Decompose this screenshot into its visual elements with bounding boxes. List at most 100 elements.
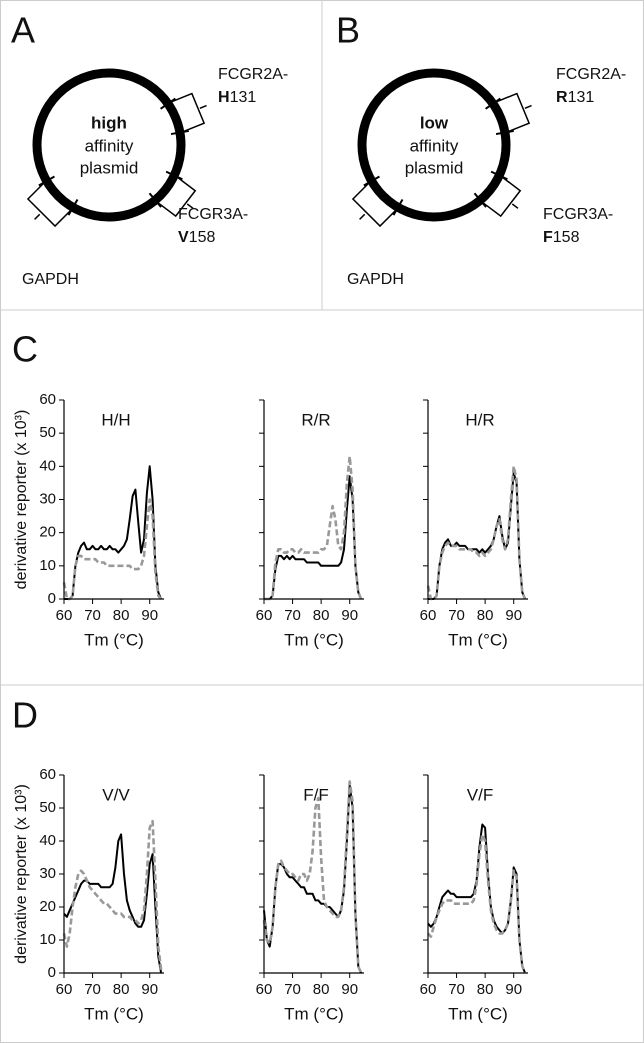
- series-line: [64, 465, 163, 600]
- series-line: [262, 780, 363, 974]
- y-tick-label: 60: [39, 766, 56, 783]
- y-tick-label: 0: [48, 964, 56, 981]
- y-tick-label: 10: [39, 557, 56, 574]
- x-axis-label: Tm (°C): [84, 630, 144, 649]
- plasmid-text: affinity: [410, 136, 459, 155]
- marker-tick: [165, 170, 183, 181]
- x-tick-label: 60: [256, 981, 273, 998]
- chart-title: R/R: [301, 410, 330, 429]
- panel-label: C: [12, 329, 38, 370]
- bracket: [481, 175, 522, 218]
- x-tick-label: 60: [420, 607, 437, 624]
- allele: F: [543, 229, 553, 246]
- y-tick-label: 0: [48, 590, 56, 607]
- x-tick-label: 70: [84, 981, 101, 998]
- codon: 131: [230, 89, 257, 106]
- panel-label: A: [11, 10, 35, 51]
- y-tick-label: 60: [39, 391, 56, 408]
- x-tick-label: 80: [477, 607, 494, 624]
- x-tick-label: 60: [56, 607, 73, 624]
- series-line: [264, 475, 363, 600]
- y-tick-label: 20: [39, 524, 56, 541]
- series-line: [427, 833, 527, 974]
- plasmid-text: plasmid: [80, 158, 139, 177]
- x-axis-label: Tm (°C): [284, 1004, 344, 1023]
- y-tick-label: 40: [39, 457, 56, 474]
- x-axis-label: Tm (°C): [448, 630, 508, 649]
- marker-tick: [170, 129, 189, 136]
- x-tick-label: 90: [141, 607, 158, 624]
- y-axis-label: derivative reporter (x 10³): [13, 784, 30, 964]
- gene-name: FCGR3A-: [178, 206, 248, 223]
- x-tick-label: 90: [341, 607, 358, 624]
- x-tick-label: 90: [505, 607, 522, 624]
- x-axis-label: Tm (°C): [84, 1004, 144, 1023]
- gene-name: FCGR3A-: [543, 206, 613, 223]
- affinity-level: low: [420, 113, 449, 132]
- y-tick-label: 10: [39, 931, 56, 948]
- x-tick-label: 70: [284, 607, 301, 624]
- x-tick-label: 80: [113, 607, 130, 624]
- x-tick-label: 70: [448, 607, 465, 624]
- panel-label: D: [12, 695, 38, 736]
- marker-tick: [160, 97, 176, 110]
- allele: V: [178, 229, 189, 246]
- series-line: [426, 465, 527, 601]
- codon: 158: [189, 229, 216, 246]
- bracket: [26, 181, 73, 228]
- bracket: [494, 92, 532, 133]
- x-tick-label: 80: [313, 607, 330, 624]
- marker-tick: [148, 192, 162, 208]
- series-line: [62, 819, 163, 970]
- y-tick-label: 50: [39, 799, 56, 816]
- marker-tick: [363, 175, 380, 187]
- panel-label: B: [336, 10, 360, 51]
- marker-tick: [392, 199, 404, 216]
- x-tick-label: 60: [420, 981, 437, 998]
- chart-title: F/F: [303, 785, 329, 804]
- gene-variant: R131: [556, 89, 594, 106]
- x-axis-label: Tm (°C): [448, 1004, 508, 1023]
- x-tick-label: 80: [113, 981, 130, 998]
- allele: R: [556, 89, 568, 106]
- gene-variant: V158: [178, 229, 215, 246]
- plasmid-circle: [32, 68, 186, 222]
- marker-tick: [38, 175, 55, 187]
- gene-name: GAPDH: [347, 271, 404, 288]
- x-tick-label: 70: [84, 607, 101, 624]
- x-tick-label: 80: [477, 981, 494, 998]
- x-tick-label: 60: [256, 607, 273, 624]
- x-tick-label: 70: [448, 981, 465, 998]
- codon: 158: [553, 229, 580, 246]
- marker-tick: [490, 170, 508, 181]
- x-tick-label: 90: [141, 981, 158, 998]
- plasmid-text: plasmid: [405, 158, 464, 177]
- bracket: [351, 181, 398, 228]
- marker-tick: [485, 97, 501, 110]
- gene-name: FCGR2A-: [218, 66, 288, 83]
- bracket: [156, 175, 197, 218]
- allele: H: [218, 89, 230, 106]
- x-tick-label: 80: [313, 981, 330, 998]
- series-line: [62, 498, 163, 601]
- gene-name: GAPDH: [22, 271, 79, 288]
- chart-title: V/V: [102, 785, 130, 804]
- chart-title: H/H: [101, 410, 130, 429]
- x-tick-label: 70: [284, 981, 301, 998]
- gene-variant: H131: [218, 89, 256, 106]
- chart-title: H/R: [465, 410, 494, 429]
- marker-tick: [67, 199, 79, 216]
- marker-tick: [473, 192, 487, 208]
- chart-title: V/F: [467, 785, 493, 804]
- y-tick-label: 30: [39, 490, 56, 507]
- series-line: [264, 455, 363, 601]
- codon: 131: [568, 89, 595, 106]
- y-tick-label: 30: [39, 865, 56, 882]
- x-tick-label: 60: [56, 981, 73, 998]
- bracket: [169, 92, 207, 133]
- x-tick-label: 90: [341, 981, 358, 998]
- y-tick-label: 40: [39, 832, 56, 849]
- y-axis-label: derivative reporter (x 10³): [13, 410, 30, 590]
